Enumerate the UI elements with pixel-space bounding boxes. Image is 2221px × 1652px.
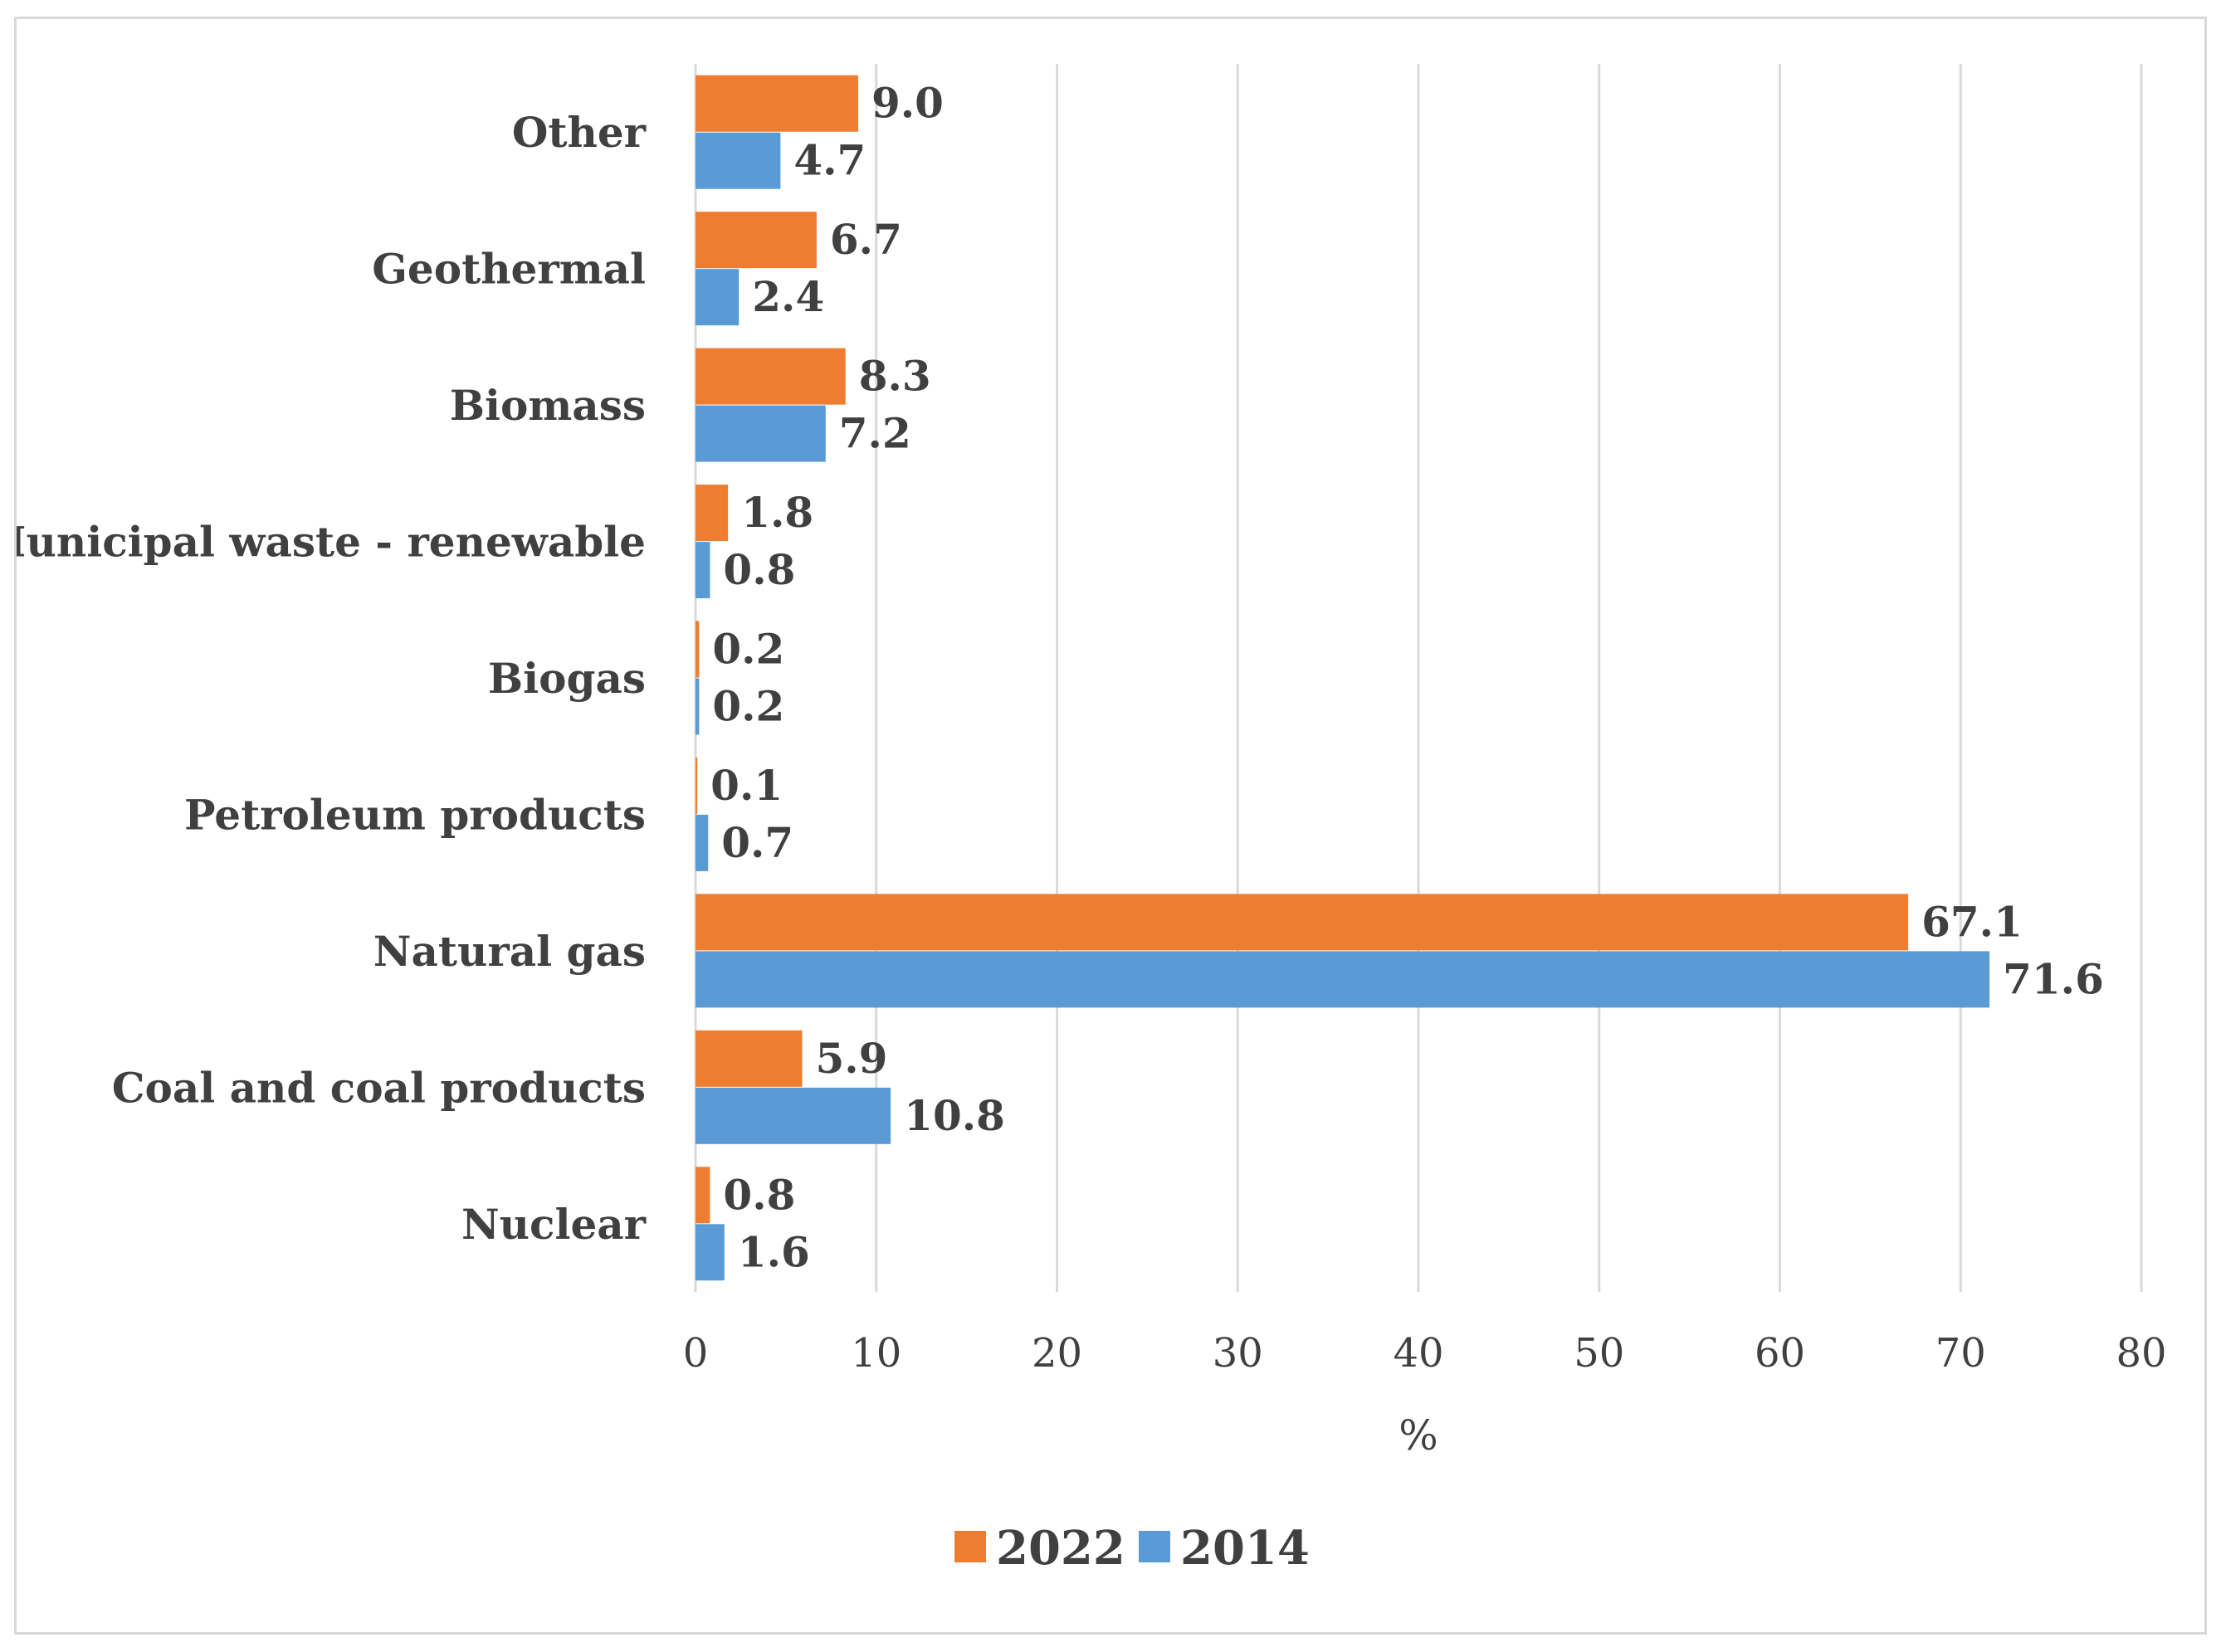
data-label-2022: 6.7 (830, 215, 902, 264)
chart-frame: 0 10 20 30 40 50 60 70 80 9.0 4.7 Other 6.7 2.4 Geothe… (14, 17, 2207, 1635)
bar-2022 (696, 1167, 710, 1224)
legend-label-2014: 2014 (1180, 1521, 1310, 1576)
data-label-2014: 1.6 (738, 1227, 810, 1276)
category-label: Nuclear (461, 1200, 647, 1249)
bar-2022 (696, 757, 698, 814)
legend-swatch-2022 (954, 1531, 986, 1562)
grid-lines (694, 64, 2143, 1292)
labels: 0 10 20 30 40 50 60 70 80 9.04.7 Other 6.72.4 Geothe… (17, 79, 2167, 1377)
bar-2022 (696, 348, 846, 405)
bar-2014 (696, 269, 740, 326)
x-tick-label: 10 (851, 1330, 901, 1377)
bar-2022 (696, 621, 700, 678)
bar-2022 (696, 1030, 803, 1087)
bar-2014 (696, 1087, 891, 1144)
bar-2022 (696, 75, 858, 132)
category-label: Municipal waste - renewable (17, 518, 646, 567)
x-tick-label: 30 (1213, 1330, 1263, 1377)
category-label: Biogas (488, 654, 646, 703)
data-label-2014: 0.8 (723, 545, 795, 594)
bar-2022 (696, 485, 729, 542)
category-label: Petroleum products (184, 790, 646, 839)
data-label-2014: 0.7 (721, 818, 793, 867)
category-label: Other (512, 108, 647, 157)
bar-2014 (696, 405, 826, 462)
bar-2014 (696, 132, 781, 189)
data-label-2022: 67.1 (1921, 897, 2023, 946)
category-label: Natural gas (373, 927, 646, 976)
data-label-2014: 4.7 (793, 136, 866, 185)
x-tick-label: 70 (1935, 1330, 1986, 1377)
bar-2014 (696, 1224, 725, 1281)
data-label-2022: 1.8 (741, 488, 813, 537)
bar-2014 (696, 542, 710, 599)
data-label-2014: 10.8 (904, 1091, 1005, 1140)
bar-2014 (696, 951, 1990, 1008)
data-label-2022: 5.9 (815, 1034, 887, 1083)
data-label-2014: 7.2 (839, 409, 911, 458)
data-label-2022: 9.0 (871, 79, 944, 128)
x-axis-title: % (1398, 1411, 1438, 1460)
legend-swatch-2014 (1139, 1531, 1170, 1562)
category-label: Coal and coal products (112, 1063, 646, 1112)
data-label-2022: 0.2 (712, 625, 784, 674)
data-label-2014: 0.2 (712, 682, 784, 731)
legend-label-2022: 2022 (996, 1521, 1125, 1576)
x-tick-label: 40 (1393, 1330, 1443, 1377)
x-tick-label: 0 (683, 1330, 709, 1377)
bar-2022 (696, 212, 817, 269)
bar-2014 (696, 814, 709, 871)
data-label-2022: 0.1 (710, 761, 783, 810)
data-label-2022: 0.8 (723, 1170, 795, 1219)
data-label-2022: 8.3 (859, 352, 931, 401)
x-tick-label: 80 (2116, 1330, 2166, 1377)
data-label-2014: 71.6 (2003, 954, 2104, 1003)
bar-2022 (696, 894, 1909, 951)
category-label: Geothermal (372, 245, 646, 294)
x-tick-label: 60 (1755, 1330, 1805, 1377)
bar-2014 (696, 678, 700, 735)
x-tick-label: 50 (1574, 1330, 1624, 1377)
bar-chart: 0 10 20 30 40 50 60 70 80 9.04.7 Other 6.72.4 Geothe… (17, 64, 2167, 1576)
data-label-2014: 2.4 (752, 272, 824, 321)
category-label: Biomass (450, 381, 646, 430)
x-tick-label: 20 (1032, 1330, 1082, 1377)
bars (696, 75, 1990, 1281)
legend: 2022 2014 (954, 1521, 1310, 1576)
